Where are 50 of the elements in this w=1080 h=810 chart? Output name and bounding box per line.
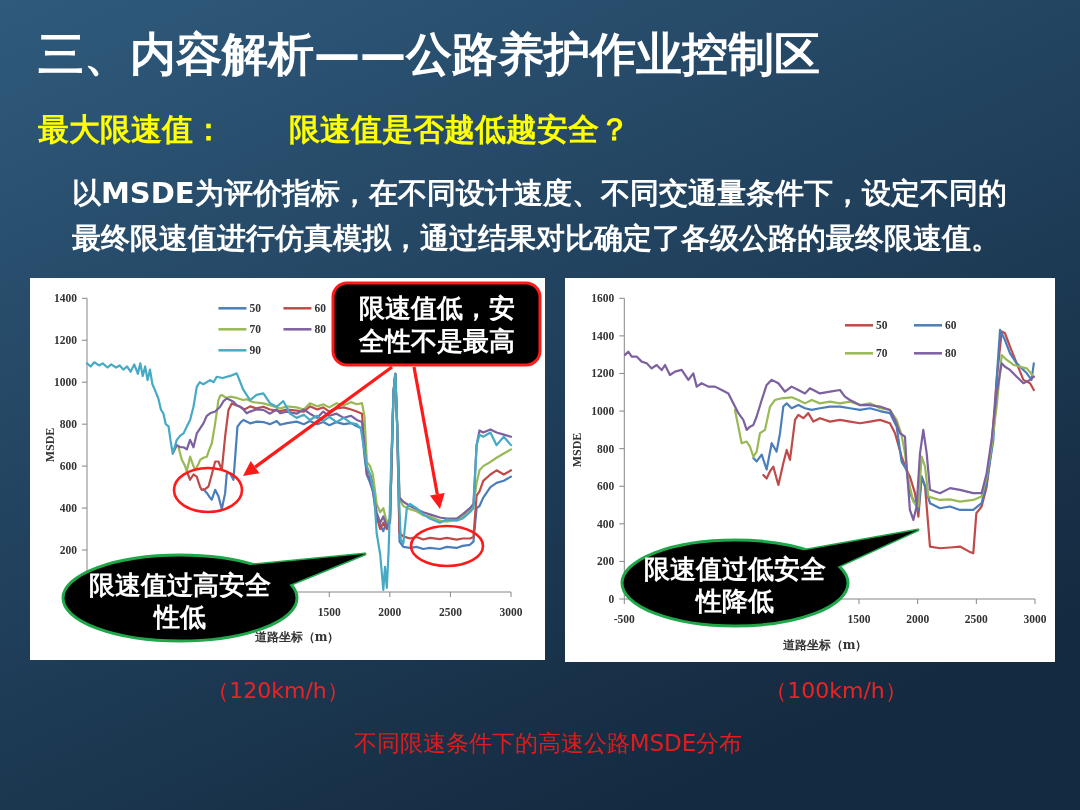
- x-tick-label: 3000: [1023, 613, 1047, 625]
- y-tick-label: 600: [597, 480, 615, 493]
- y-tick-label: 1000: [54, 376, 78, 389]
- legend-label: 60: [945, 319, 957, 332]
- x-tick-label: 1500: [317, 606, 342, 618]
- y-tick-label: 800: [59, 418, 78, 431]
- y-axis-title: MSDE: [570, 432, 584, 468]
- x-tick-label: 2000: [378, 606, 402, 618]
- legend-label: 90: [249, 344, 262, 357]
- text: （120km/h）: [207, 678, 349, 703]
- y-tick-label: 1200: [591, 367, 615, 380]
- y-tick-label: 600: [59, 460, 78, 473]
- legend-label: 50: [876, 319, 888, 332]
- legend-label: 60: [314, 302, 327, 315]
- legend-label: 80: [945, 347, 957, 360]
- legend-label: 50: [249, 302, 262, 315]
- x-tick-label: 2500: [438, 606, 463, 618]
- x-tick-label: 1500: [847, 613, 871, 625]
- text: 不同限速条件下的高速公路MSDE分布: [353, 730, 743, 756]
- x-axis-title: 道路坐标（m）: [253, 630, 340, 644]
- text: 以MSDE为评价指标，在不同设计速度、不同交通量条件下，设定不同的最终限速值进行仿真模拟，通过结果对比确定了各级公路的最终限速值。: [71, 176, 1007, 255]
- annotation: 限速值低，安全性不是最高: [357, 293, 515, 356]
- text: （100km/h）: [765, 678, 907, 703]
- line-series: [752, 328, 1035, 512]
- chart-title: 三、内容解析——公路养护作业控制区: [38, 27, 820, 81]
- y-tick-label: 400: [597, 517, 615, 530]
- y-tick-label: 1400: [591, 329, 615, 342]
- y-tick-label: 200: [597, 555, 615, 568]
- y-tick-label: 800: [597, 442, 615, 455]
- y-tick-label: 200: [59, 544, 78, 557]
- legend-label: 70: [249, 323, 262, 336]
- y-tick-label: 0: [608, 593, 615, 605]
- x-tick-label: 2500: [964, 613, 989, 625]
- y-tick-label: 1600: [591, 292, 615, 305]
- y-axis-title: MSDE: [43, 427, 57, 463]
- y-tick-label: 400: [59, 502, 78, 515]
- y-tick-label: 1000: [591, 405, 615, 418]
- chart-subtitle: 最大限速值： 限速值是否越低越安全？: [38, 111, 630, 147]
- y-tick-label: 1400: [54, 292, 78, 305]
- annotation: 限速值过低安全性降低: [644, 554, 827, 616]
- x-axis-title: 道路坐标（m）: [781, 638, 868, 652]
- line-series: [623, 350, 1035, 521]
- legend-label: 80: [314, 323, 327, 336]
- y-tick-label: 1200: [54, 334, 78, 347]
- x-tick-label: 3000: [499, 606, 523, 618]
- x-tick-label: 2000: [906, 613, 930, 625]
- line-series: [762, 330, 1035, 555]
- x-tick-label: -500: [613, 613, 636, 625]
- legend-label: 70: [876, 347, 888, 360]
- annotation: 限速值过高安全性低: [89, 570, 272, 632]
